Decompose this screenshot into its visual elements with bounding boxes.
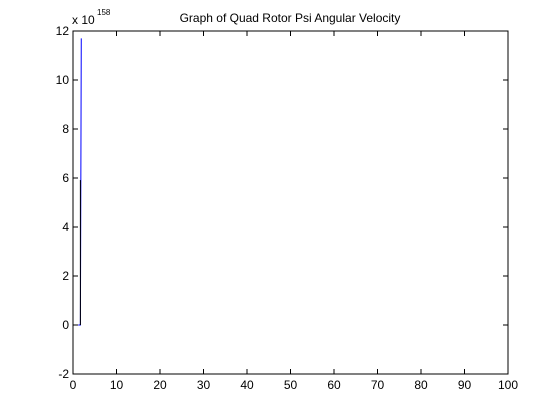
x-tick-label: 80 (414, 378, 428, 392)
x-tick-label: 0 (70, 378, 77, 392)
y-tick-label: 6 (62, 171, 69, 185)
data-series (78, 38, 82, 326)
y-exponent-base: x 10 (72, 13, 95, 27)
y-tick-label: 12 (56, 24, 70, 38)
x-tick-label: 90 (458, 378, 472, 392)
x-tick-label: 10 (110, 378, 124, 392)
x-tick-label: 40 (240, 378, 254, 392)
x-tick-label: 60 (327, 378, 341, 392)
y-tick-label: 8 (62, 122, 69, 136)
y-tick-label: 2 (62, 269, 69, 283)
y-tick-label: 10 (56, 73, 70, 87)
x-tick-label: 100 (498, 378, 518, 392)
x-tick-label: 70 (371, 378, 385, 392)
x-tick-label: 50 (284, 378, 298, 392)
y-tick-label: 0 (62, 318, 69, 332)
x-tick-label: 30 (197, 378, 211, 392)
y-tick-label: -2 (58, 367, 69, 381)
x-tick-label: 20 (153, 378, 167, 392)
plot-area (72, 30, 509, 375)
y-tick-label: 4 (62, 220, 69, 234)
chart-title: Graph of Quad Rotor Psi Angular Velocity (180, 11, 401, 25)
y-exponent-power: 158 (97, 8, 111, 17)
